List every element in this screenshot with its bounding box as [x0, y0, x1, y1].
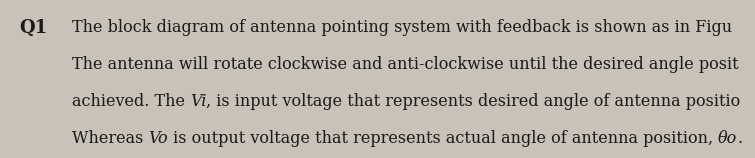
Text: The block diagram of antenna pointing system with feedback is shown as in Figu: The block diagram of antenna pointing sy… — [72, 19, 732, 36]
Text: Q1: Q1 — [19, 19, 47, 37]
Text: Whereas: Whereas — [72, 130, 148, 147]
Text: Vo: Vo — [148, 130, 168, 147]
Text: .: . — [738, 130, 742, 147]
Text: achieved. The: achieved. The — [72, 93, 190, 110]
Text: is output voltage that represents actual angle of antenna position,: is output voltage that represents actual… — [168, 130, 718, 147]
Text: , is input voltage that represents desired angle of antenna positio: , is input voltage that represents desir… — [206, 93, 741, 110]
Text: θo: θo — [718, 130, 738, 147]
Text: The antenna will rotate clockwise and anti-clockwise until the desired angle pos: The antenna will rotate clockwise and an… — [72, 56, 738, 73]
Text: Vi: Vi — [190, 93, 206, 110]
